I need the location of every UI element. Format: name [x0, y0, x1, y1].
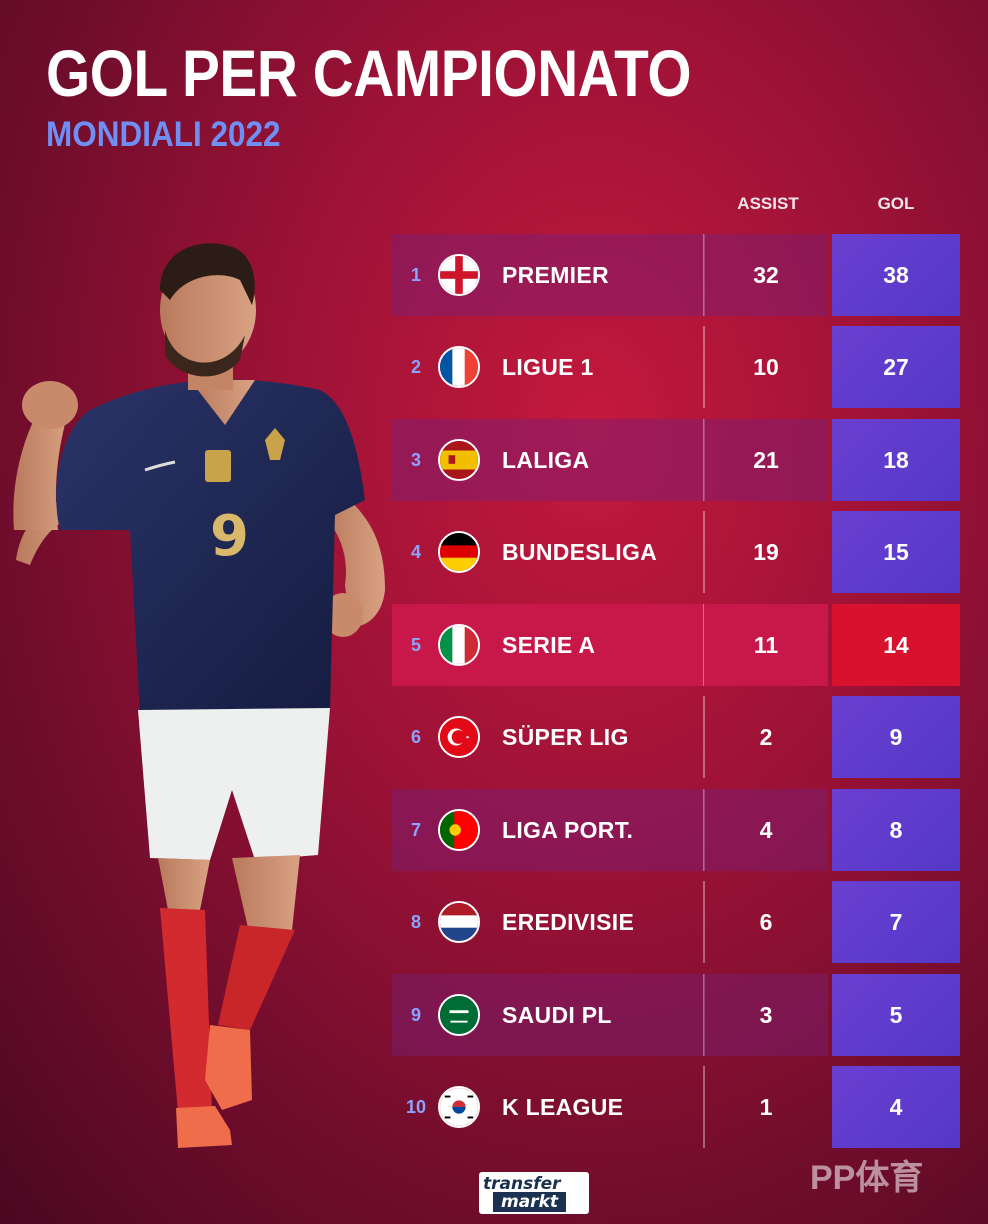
table-row: 6 SÜPER LIG 2 9	[392, 696, 960, 778]
table-row: 2 LIGUE 1 10 27	[392, 326, 960, 408]
assist-value: 3	[704, 974, 828, 1056]
league-name: LALIGA	[502, 446, 590, 473]
assist-value: 4	[704, 789, 828, 871]
league-name: SÜPER LIG	[502, 723, 629, 750]
gol-value: 7	[832, 881, 960, 963]
portugal-flag-icon	[438, 809, 480, 851]
rank-number: 7	[410, 819, 421, 840]
page-title: GOL PER CAMPIONATO	[46, 36, 692, 110]
transfermarkt-logo: transfer markt	[479, 1172, 589, 1214]
gol-value: 9	[832, 696, 960, 778]
table-row: 8 EREDIVISIE 6 7	[392, 881, 960, 963]
gol-value: 5	[832, 974, 960, 1056]
gol-value: 8	[832, 789, 960, 871]
south-korea-flag-icon	[438, 1086, 480, 1128]
germany-flag-icon	[438, 531, 480, 573]
assist-value: 11	[704, 604, 828, 686]
gol-value: 14	[832, 604, 960, 686]
assist-value: 6	[759, 908, 773, 935]
table-row: 1 PREMIER 32 38	[392, 234, 960, 316]
rank-number: 10	[405, 1096, 427, 1117]
svg-text:9: 9	[210, 504, 249, 569]
gol-value: 38	[832, 234, 960, 316]
rank-number: 4	[410, 541, 421, 562]
rank-number: 8	[410, 911, 421, 932]
gol-column-header: GOL	[877, 194, 915, 213]
league-name: K LEAGUE	[502, 1093, 624, 1120]
page-subtitle: MONDIALI 2022	[46, 115, 281, 154]
rank-number: 1	[410, 264, 421, 285]
league-name: LIGA PORT.	[502, 816, 634, 843]
table-row: 7 LIGA PORT. 4 8	[392, 789, 960, 871]
france-flag-icon	[438, 346, 480, 388]
rank-number: 6	[410, 726, 421, 747]
saudi-arabia-flag-icon	[438, 994, 480, 1036]
gol-value: 4	[832, 1066, 960, 1148]
league-name: BUNDESLIGA	[502, 538, 658, 565]
assist-column-header: ASSIST	[737, 194, 799, 213]
spain-flag-icon	[438, 439, 480, 481]
turkey-flag-icon	[438, 716, 480, 758]
rank-number: 3	[410, 449, 421, 470]
assist-value: 21	[704, 419, 828, 501]
league-name: EREDIVISIE	[502, 908, 635, 935]
table-row-highlighted: 5 SERIE A 11 14	[392, 604, 960, 686]
assist-value: 2	[759, 723, 773, 750]
gol-value: 18	[832, 419, 960, 501]
rank-number: 2	[410, 356, 421, 377]
assist-value: 19	[753, 538, 779, 565]
league-name: SERIE A	[502, 631, 596, 658]
assist-value: 32	[704, 234, 828, 316]
gol-value: 27	[832, 326, 960, 408]
table-row: 3 LALIGA 21 18	[392, 419, 960, 501]
rank-number: 5	[410, 634, 421, 655]
rank-number: 9	[410, 1004, 421, 1025]
pp-sports-watermark: PP体育	[810, 1159, 924, 1197]
netherlands-flag-icon	[438, 901, 480, 943]
table-row: 10 K LEAGUE 1 4	[392, 1066, 960, 1148]
assist-value: 10	[753, 353, 779, 380]
assist-value: 1	[759, 1093, 773, 1120]
player-image: 9	[13, 243, 385, 1148]
table-row: 4 BUNDESLIGA 19 15	[392, 511, 960, 593]
league-name: LIGUE 1	[502, 353, 594, 380]
table-row: 9 SAUDI PL 3 5	[392, 974, 960, 1056]
england-flag-icon	[438, 254, 480, 296]
league-name: SAUDI PL	[502, 1001, 612, 1028]
league-name: PREMIER	[502, 261, 609, 288]
gol-value: 15	[832, 511, 960, 593]
italy-flag-icon	[438, 624, 480, 666]
